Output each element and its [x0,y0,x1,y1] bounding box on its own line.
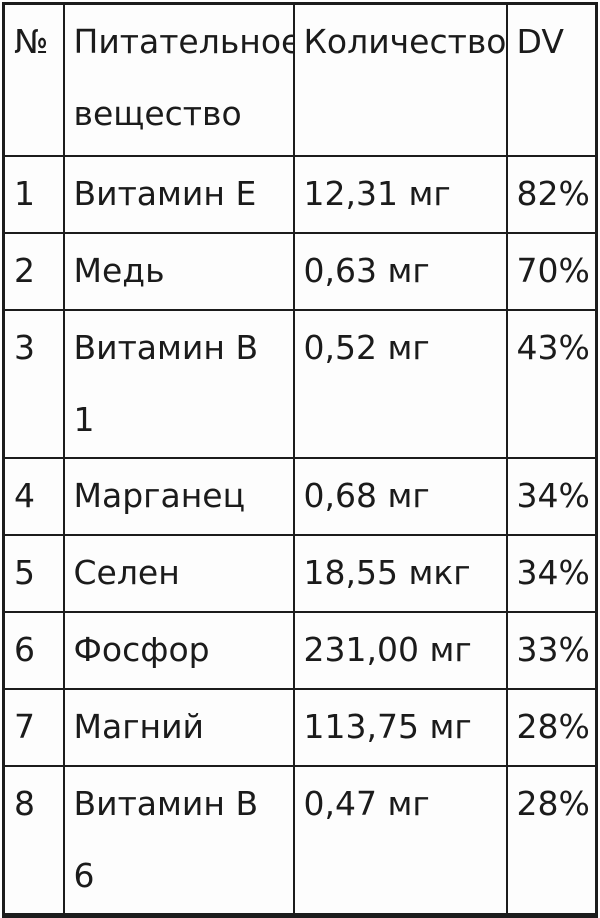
header-dv: DV [505,2,598,157]
nutrient-cell: Медь [62,231,295,311]
dv-cell: 70% [505,231,598,311]
nutrient-cell: Селен [62,533,295,613]
row-number-cell: 1 [2,154,65,234]
dv-cell: 34% [505,533,598,613]
nutrient-cell: Витамин B 6 [62,764,295,916]
row-number-cell: 5 [2,533,65,613]
dv-cell: 43% [505,308,598,459]
dv-cell: 82% [505,154,598,234]
table-row: 3 Витамин B 1 0,52 мг 43% [2,308,598,459]
dv-cell: 34% [505,456,598,536]
row-number-cell: 2 [2,231,65,311]
nutrient-cell: Витамин E [62,154,295,234]
table-header-row: № Питательное вещество Количество DV [2,2,598,157]
nutrient-cell: Марганец [62,456,295,536]
amount-cell: 18,55 мкг [292,533,508,613]
dv-cell: 33% [505,610,598,690]
table-row: 8 Витамин B 6 0,47 мг 28% [2,764,598,916]
dv-cell: 28% [505,687,598,767]
amount-cell: 0,47 мг [292,764,508,916]
table-row: 1 Витамин E 12,31 мг 82% [2,154,598,234]
amount-cell: 0,63 мг [292,231,508,311]
table-row: 2 Медь 0,63 мг 70% [2,231,598,311]
header-nutrient: Питательное вещество [62,2,295,157]
row-number-cell: 4 [2,456,65,536]
table-row: 5 Селен 18,55 мкг 34% [2,533,598,613]
row-number-cell: 8 [2,764,65,916]
row-number-cell: 7 [2,687,65,767]
row-number-cell: 6 [2,610,65,690]
nutrient-cell: Фосфор [62,610,295,690]
nutrient-cell: Витамин B 1 [62,308,295,459]
header-amount: Количество [292,2,508,157]
amount-cell: 0,52 мг [292,308,508,459]
amount-cell: 12,31 мг [292,154,508,234]
table-row: 7 Магний 113,75 мг 28% [2,687,598,767]
dv-cell: 28% [505,764,598,916]
nutrient-cell: Магний [62,687,295,767]
table-row: 6 Фосфор 231,00 мг 33% [2,610,598,690]
amount-cell: 0,68 мг [292,456,508,536]
table-row: 4 Марганец 0,68 мг 34% [2,456,598,536]
amount-cell: 231,00 мг [292,610,508,690]
header-number: № [2,2,65,157]
amount-cell: 113,75 мг [292,687,508,767]
row-number-cell: 3 [2,308,65,459]
